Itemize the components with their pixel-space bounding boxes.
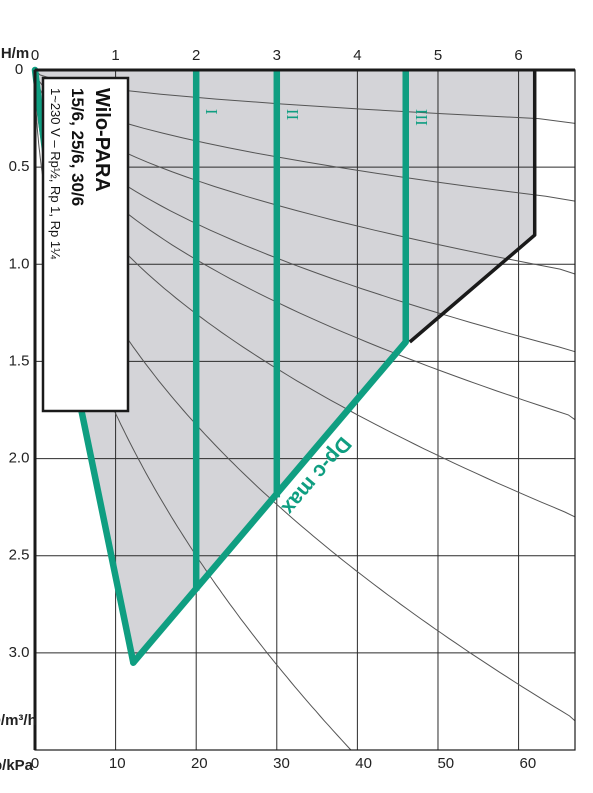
x-axis-label: Q/m³/h [0, 712, 37, 729]
y2-tick-label: 40 [355, 755, 372, 772]
y2-tick-label: 50 [437, 755, 454, 772]
max-curve-group [408, 70, 537, 344]
y2-tick-label: 10 [109, 755, 126, 772]
y2-tick-label: 60 [520, 755, 537, 772]
max-curve [408, 70, 537, 344]
x-tick-label: 2.0 [9, 450, 30, 467]
x-tick-label: 3.0 [9, 644, 30, 661]
x-tick-label: 0 [15, 61, 23, 78]
y2-tick-label: 30 [273, 755, 290, 772]
operating-area-fill [35, 70, 535, 663]
y-tick-label: 2 [192, 47, 200, 64]
chart-subtitle: 15/6, 25/6, 30/6 [68, 88, 87, 206]
y-tick-label: 4 [353, 47, 361, 64]
x-tick-label: 1.0 [9, 255, 30, 272]
operating-area [35, 70, 535, 663]
speed-label-III: III [412, 109, 431, 126]
x-tick-label: 1.5 [9, 352, 30, 369]
y2-axis-label: p/kPa [0, 757, 34, 774]
chart-description: 1~230 V – Rp½, Rp 1, Rp 1¼ [48, 88, 63, 259]
speed-label-II: II [283, 109, 302, 121]
chart-title: Wilo-PARA [91, 88, 113, 192]
x-tick-label: 0.5 [9, 158, 30, 175]
title-box: Wilo-PARA 15/6, 25/6, 30/6 1~230 V – Rp½… [41, 76, 130, 413]
dpc-max-line [130, 338, 409, 666]
y-tick-label: 6 [514, 47, 522, 64]
y-tick-label: 5 [434, 47, 442, 64]
y2-tick-label: 20 [191, 755, 208, 772]
x-tick-label: 2.5 [9, 547, 30, 564]
axis-labels-group: 00.51.01.52.02.53.001234560102030405060Q… [0, 45, 536, 774]
y-tick-label: 0 [31, 47, 39, 64]
y-tick-label: 1 [111, 47, 119, 64]
y-axis-label: H/m [1, 45, 29, 62]
y2-tick-label: 0 [31, 755, 39, 772]
y-tick-label: 3 [273, 47, 281, 64]
speed-label-I: I [202, 109, 221, 115]
title-box-frame [41, 76, 130, 413]
plot-frame-group [33, 68, 576, 751]
